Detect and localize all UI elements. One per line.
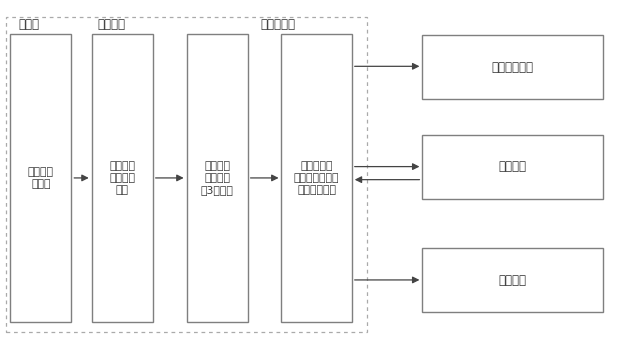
Text: 点迹凝聚
求质心: 点迹凝聚 求质心: [28, 167, 54, 189]
Text: 可能航迹: 可能航迹: [499, 160, 527, 173]
Bar: [10, 34, 71, 322]
Text: 计算径向
偏移并进
行3点平滑: 计算径向 偏移并进 行3点平滑: [201, 161, 234, 194]
Bar: [422, 135, 603, 199]
Bar: [422, 35, 603, 99]
Text: 点迹关联
获取定位
航迹: 点迹关联 获取定位 航迹: [109, 161, 135, 194]
Text: 预处理: 预处理: [18, 18, 39, 31]
Text: 虚假航迹丢弃: 虚假航迹丢弃: [492, 61, 533, 74]
Bar: [281, 34, 352, 322]
Text: 点迹关联: 点迹关联: [98, 18, 125, 31]
Bar: [187, 34, 248, 322]
Text: 径向偏移与
脉冲到达时间的
微量调制比对: 径向偏移与 脉冲到达时间的 微量调制比对: [294, 161, 339, 194]
Bar: [91, 34, 153, 322]
Text: 定位去模糊: 定位去模糊: [260, 18, 295, 31]
Bar: [422, 248, 603, 312]
Bar: [6, 16, 367, 333]
Text: 真实航迹: 真实航迹: [499, 274, 527, 287]
